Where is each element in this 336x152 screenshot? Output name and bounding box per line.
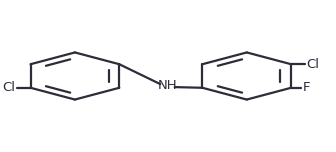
Text: F: F <box>302 81 310 94</box>
Text: Cl: Cl <box>306 58 319 71</box>
Text: Cl: Cl <box>2 81 15 94</box>
Text: NH: NH <box>158 79 177 92</box>
